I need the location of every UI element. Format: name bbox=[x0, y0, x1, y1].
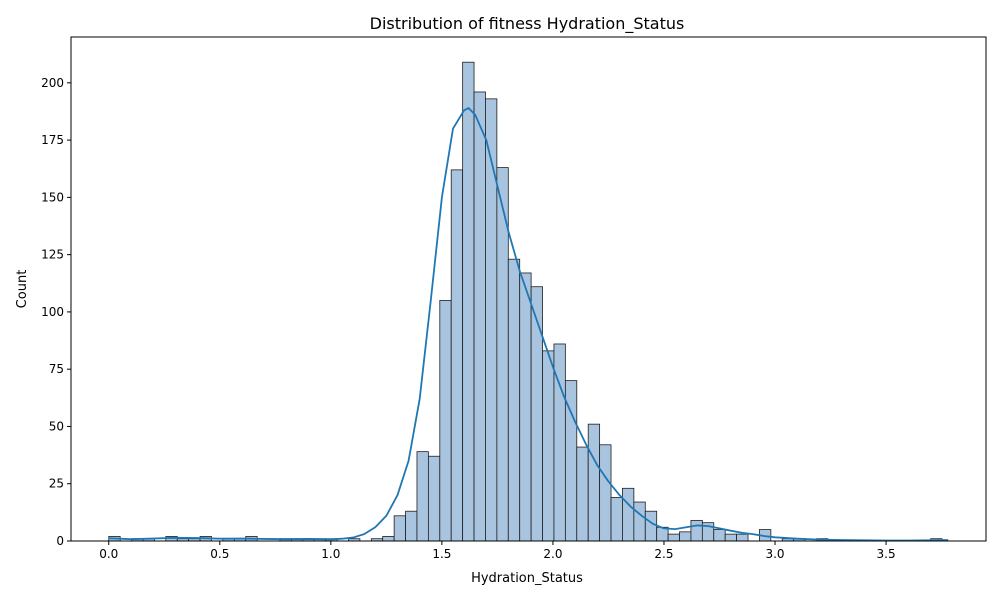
histogram-bar bbox=[736, 533, 749, 542]
histogram-bar bbox=[530, 286, 543, 542]
x-tick-label: 3.0 bbox=[765, 547, 784, 561]
y-tick-label: 75 bbox=[49, 362, 64, 376]
histogram-bar bbox=[416, 451, 429, 542]
histogram-bar bbox=[724, 533, 737, 542]
y-tick-label: 125 bbox=[41, 248, 64, 262]
histogram-bar bbox=[519, 272, 532, 542]
x-tick-label: 3.5 bbox=[877, 547, 896, 561]
plot-frame bbox=[70, 36, 987, 542]
y-tick-label: 175 bbox=[41, 133, 64, 147]
x-tick-label: 2.0 bbox=[543, 547, 562, 561]
histogram-bar bbox=[690, 519, 703, 542]
y-axis: 0 25 50 75 100 125 150 175 200 bbox=[41, 76, 71, 548]
y-tick-label: 0 bbox=[56, 534, 64, 548]
histogram-bars bbox=[108, 61, 943, 542]
histogram-bar bbox=[473, 91, 486, 542]
x-tick-label: 0.5 bbox=[210, 547, 229, 561]
y-tick-label: 150 bbox=[41, 190, 64, 204]
chart-title: Distribution of fitness Hydration_Status bbox=[370, 14, 685, 34]
histogram-bar bbox=[713, 529, 726, 542]
x-tick-label: 2.5 bbox=[654, 547, 673, 561]
histogram-bar bbox=[393, 515, 406, 542]
histogram-bar bbox=[405, 510, 418, 542]
y-tick-label: 100 bbox=[41, 305, 64, 319]
y-tick-label: 25 bbox=[49, 477, 64, 491]
histogram-bar bbox=[542, 350, 555, 542]
kde-line bbox=[108, 107, 949, 542]
histogram-bar bbox=[439, 300, 452, 542]
x-axis-label: Hydration_Status bbox=[471, 571, 583, 586]
histogram-bar bbox=[622, 487, 635, 542]
histogram-bar bbox=[450, 169, 464, 542]
histogram-bar bbox=[667, 533, 680, 542]
y-tick-label: 200 bbox=[41, 76, 64, 90]
x-tick-label: 0.0 bbox=[99, 547, 118, 561]
y-axis-label: Count bbox=[15, 270, 30, 309]
histogram-bar bbox=[427, 455, 441, 542]
histogram-bar bbox=[679, 531, 692, 542]
histogram-bar bbox=[633, 501, 646, 542]
x-tick-label: 1.5 bbox=[432, 547, 451, 561]
x-axis: 0.0 0.5 1.0 1.5 2.0 2.5 3.0 3.5 bbox=[99, 541, 896, 561]
histogram-bar bbox=[507, 258, 521, 542]
x-tick-label: 1.0 bbox=[321, 547, 340, 561]
kde-layer bbox=[108, 107, 949, 542]
histogram-bar bbox=[610, 497, 623, 542]
histogram-bar bbox=[576, 446, 589, 542]
y-tick-label: 50 bbox=[49, 419, 64, 433]
histogram-bar bbox=[382, 536, 395, 542]
histogram-bar bbox=[587, 423, 601, 542]
histogram-bar bbox=[644, 510, 658, 542]
histogram-bar bbox=[485, 98, 498, 542]
histogram-bar bbox=[599, 444, 612, 542]
histogram-bar bbox=[462, 61, 475, 542]
